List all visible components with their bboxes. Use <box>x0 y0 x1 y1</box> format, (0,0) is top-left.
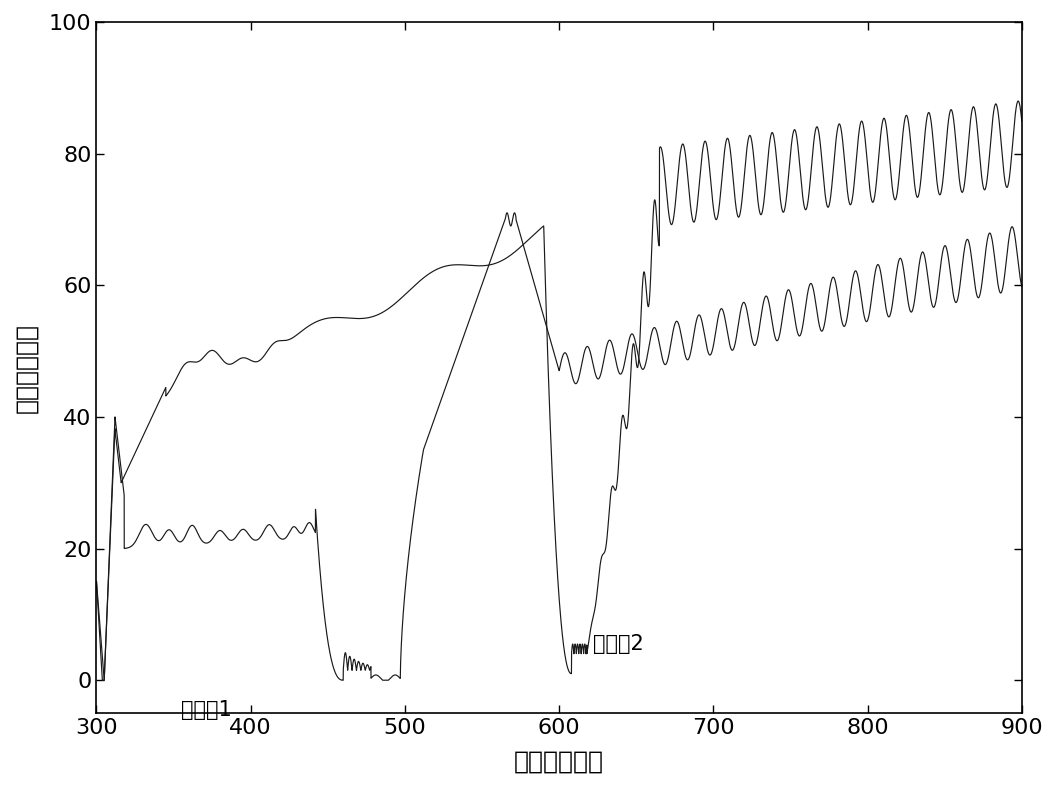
Text: 实施例1: 实施例1 <box>182 700 233 720</box>
Text: 实施例2: 实施例2 <box>593 634 644 654</box>
Y-axis label: 透射率（％）: 透射率（％） <box>14 323 38 412</box>
X-axis label: 波长（纳米）: 波长（纳米） <box>514 749 605 773</box>
